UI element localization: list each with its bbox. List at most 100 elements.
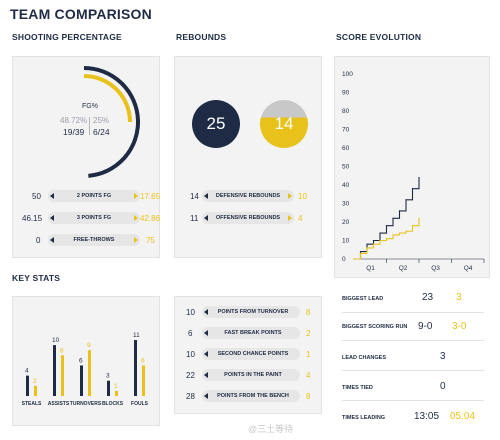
shooting-navy-value: 50 [32, 192, 41, 201]
triangle-right-icon [134, 193, 138, 199]
key-value-navy: 11 [133, 332, 140, 339]
triangle-right-icon [134, 215, 138, 221]
key-bar-navy [80, 365, 83, 396]
fg-label: FG% [82, 103, 98, 110]
score-stat-label: BIGGEST SCORING RUN [342, 324, 408, 330]
points-row-pill [202, 306, 300, 318]
key-stat-label: FOULS [131, 401, 149, 407]
score-stat-navy: 9-0 [418, 321, 433, 332]
triangle-left-icon [204, 309, 208, 315]
score-point [353, 258, 355, 260]
fg-navy-made: 19/39 [63, 127, 85, 137]
score-y-tick: 20 [342, 219, 350, 226]
points-gold-value: 8 [306, 392, 311, 401]
key-bar-navy [26, 375, 29, 396]
score-y-tick: 50 [342, 164, 350, 171]
rebounds-row-label: OFFENSIVE REBOUNDS [215, 215, 281, 221]
shooting-row-pill [48, 212, 140, 224]
key-value-gold: 6 [141, 357, 145, 364]
score-point [398, 210, 401, 212]
points-gold-value: 2 [306, 329, 311, 338]
section-shooting-title: SHOOTING PERCENTAGE [12, 32, 122, 42]
shooting-rows: 50 2 POINTS FG 17.65 46.15 3 POINTS FG 4… [12, 190, 160, 250]
score-point [359, 252, 362, 255]
points-row-pill [202, 369, 300, 381]
key-value-gold: 1 [114, 383, 118, 390]
shooting-navy-value: 46.15 [22, 214, 43, 223]
triangle-left-icon [50, 237, 54, 243]
score-stat-navy: 13:05 [414, 411, 440, 422]
score-point [366, 247, 368, 249]
score-point [372, 243, 375, 245]
divider [342, 370, 484, 371]
score-stat-both: 0 [440, 381, 446, 392]
points-row-label: FAST BREAK POINTS [224, 330, 282, 336]
triangle-left-icon [204, 215, 208, 221]
score-point [385, 225, 388, 227]
rebounds-gold-circle: 14 [260, 100, 308, 148]
score-stat-navy: 23 [422, 292, 434, 303]
fg-gold-pct: 25% [93, 116, 110, 125]
key-stat-label: TURNOVERS [70, 401, 102, 407]
triangle-left-icon [204, 393, 208, 399]
points-navy-value: 10 [186, 350, 195, 359]
section-score-title: SCORE EVOLUTION [336, 32, 422, 42]
points-row-pill [202, 390, 300, 402]
fg-arc-gold [83, 74, 132, 123]
divider [342, 340, 484, 341]
key-bar-navy [134, 340, 137, 396]
score-point [392, 217, 394, 219]
rebounds-gold-value: 4 [298, 214, 303, 223]
rebounds-row-label: DEFENSIVE REBOUNDS [215, 193, 281, 199]
score-y-tick: 80 [342, 108, 350, 115]
points-row-label: SECOND CHANCE POINTS [217, 351, 289, 357]
key-stat-label: STEALS [22, 401, 42, 407]
points-row-label: POINTS FROM TURNOVER [217, 309, 289, 315]
key-bar-navy [107, 380, 110, 396]
shooting-panel [12, 56, 160, 258]
key-bar-gold [34, 385, 37, 396]
score-stat-label: TIMES LEADING [342, 415, 386, 421]
shooting-gold-value: 75 [146, 236, 155, 245]
score-point [379, 232, 381, 234]
shooting-row-pill [48, 234, 140, 246]
fg-navy-pct: 48.72% [60, 116, 88, 125]
score-stat-gold: 3-0 [452, 321, 467, 332]
rebounds-panel [174, 56, 322, 258]
shooting-navy-value: 0 [36, 236, 41, 245]
score-y-tick: 60 [342, 145, 350, 152]
key-bar-gold [61, 355, 64, 396]
key-stat-label: BLOCKS [102, 401, 124, 407]
points-row-label: POINTS IN THE PAINT [224, 372, 282, 378]
score-point [405, 199, 407, 201]
key-value-gold: 9 [87, 342, 91, 349]
triangle-left-icon [50, 215, 54, 221]
divider [342, 312, 484, 313]
score-y-tick: 30 [342, 201, 350, 208]
score-quarter-label: Q1 [366, 265, 375, 272]
points-gold-value: 8 [306, 308, 311, 317]
key-stat-label: ASSISTS [48, 401, 70, 407]
score-y-tick: 0 [342, 256, 346, 263]
score-quarter-label: Q4 [464, 265, 473, 272]
score-stats: BIGGEST LEAD 23 3 BIGGEST SCORING RUN 9-… [334, 284, 490, 434]
score-y-tick: 40 [342, 182, 350, 189]
rebounds-navy-value: 11 [190, 214, 199, 223]
score-point [385, 238, 388, 240]
score-y-tick: 90 [342, 90, 350, 97]
score-point [411, 188, 414, 190]
fg-donut [83, 66, 140, 178]
score-y-tick: 10 [342, 238, 350, 245]
points-row-label: POINTS FROM THE BENCH [217, 393, 289, 399]
divider [342, 400, 484, 401]
score-stat-both: 3 [440, 351, 446, 362]
points-navy-value: 28 [186, 392, 195, 401]
section-key-title: KEY STATS [12, 273, 61, 283]
triangle-right-icon [288, 215, 292, 221]
key-value-navy: 6 [79, 357, 83, 364]
key-value-navy: 4 [25, 368, 29, 375]
score-panel [334, 56, 490, 278]
triangle-left-icon [204, 351, 208, 357]
shooting-gold-value: 42.86 [140, 214, 161, 223]
score-stat-gold: 05:04 [450, 411, 476, 422]
